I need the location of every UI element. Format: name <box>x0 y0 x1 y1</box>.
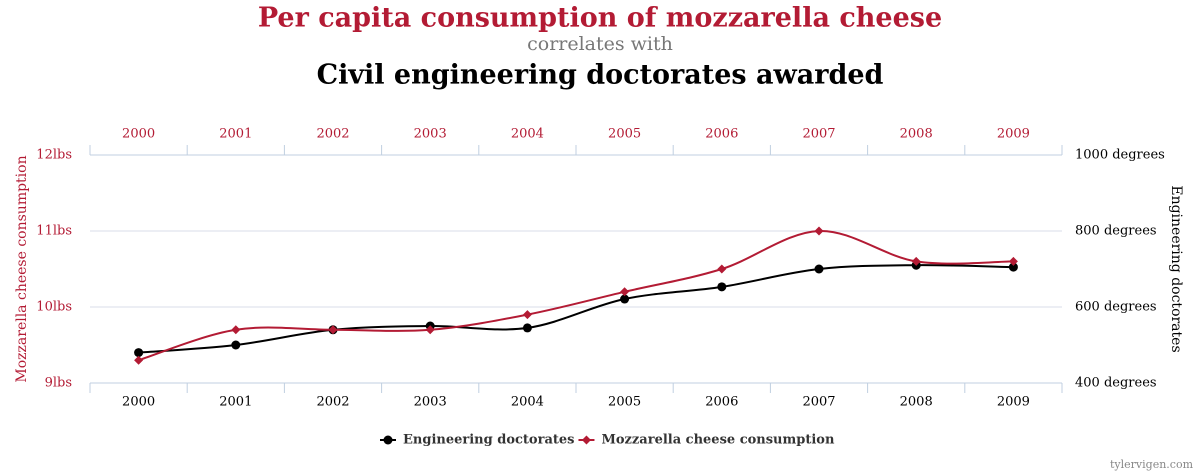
point-marker <box>134 348 144 358</box>
x-tick-label: 2003 <box>414 395 447 410</box>
x-tick-label: 2009 <box>997 395 1030 410</box>
x-tick-label: 2002 <box>316 395 349 410</box>
point-marker <box>620 287 630 297</box>
y2-tick-label: 1000 degrees <box>1075 148 1165 163</box>
series-line <box>138 229 1014 362</box>
x-top-tick-label: 2000 <box>122 127 155 142</box>
x-top-tick-label: 2001 <box>219 127 252 142</box>
x-top-tick-label: 2005 <box>608 127 641 142</box>
y-tick-label: 10lbs <box>36 300 72 315</box>
series-line <box>138 264 1014 354</box>
x-top-tick-label: 2009 <box>997 127 1030 142</box>
x-top-tick-label: 2007 <box>802 127 835 142</box>
x-tick-label: 2006 <box>705 395 738 410</box>
point-marker <box>814 226 824 236</box>
x-tick-label: 2001 <box>219 395 252 410</box>
point-marker <box>717 264 727 274</box>
point-marker <box>522 310 532 320</box>
y-tick-label: 12lbs <box>36 148 72 163</box>
point-marker <box>1008 262 1018 272</box>
point-marker <box>717 282 727 292</box>
point-marker <box>814 264 824 274</box>
legend-label: Mozzarella cheese consumption <box>601 433 834 448</box>
y2-axis-title: Engineering doctorates <box>1168 185 1184 352</box>
point-marker <box>231 340 241 350</box>
x-top-tick-label: 2003 <box>414 127 447 142</box>
x-tick-label: 2008 <box>900 395 933 410</box>
y-axis-title: Mozzarella cheese consumption <box>14 155 30 382</box>
y2-tick-label: 800 degrees <box>1075 224 1157 239</box>
point-marker <box>231 325 241 335</box>
x-top-tick-label: 2008 <box>900 127 933 142</box>
legend-marker <box>383 435 393 445</box>
point-marker <box>620 294 630 304</box>
x-top-tick-label: 2006 <box>705 127 738 142</box>
point-marker <box>425 325 435 335</box>
chart-title: Per capita consumption of mozzarella che… <box>258 3 942 34</box>
footer: tylervigen.com <box>1110 458 1194 471</box>
x-tick-label: 2005 <box>608 395 641 410</box>
y-tick-label: 9lbs <box>45 376 72 391</box>
x-tick-label: 2004 <box>511 395 544 410</box>
point-marker <box>522 323 532 333</box>
x-tick-label: 2007 <box>802 395 835 410</box>
point-marker <box>328 325 338 335</box>
x-top-tick-label: 2004 <box>511 127 544 142</box>
y-tick-label: 11lbs <box>36 224 72 239</box>
legend-label: Engineering doctorates <box>403 433 574 448</box>
x-tick-label: 2000 <box>122 395 155 410</box>
y2-tick-label: 600 degrees <box>1075 300 1157 315</box>
point-marker <box>134 355 144 365</box>
point-marker <box>911 256 921 266</box>
x-top-tick-label: 2002 <box>316 127 349 142</box>
chart-title-2: Civil engineering doctorates awarded <box>317 60 884 91</box>
y2-tick-label: 400 degrees <box>1075 376 1157 391</box>
point-marker <box>1008 256 1018 266</box>
chart-subtitle: correlates with <box>527 33 673 55</box>
legend-marker <box>581 435 591 445</box>
